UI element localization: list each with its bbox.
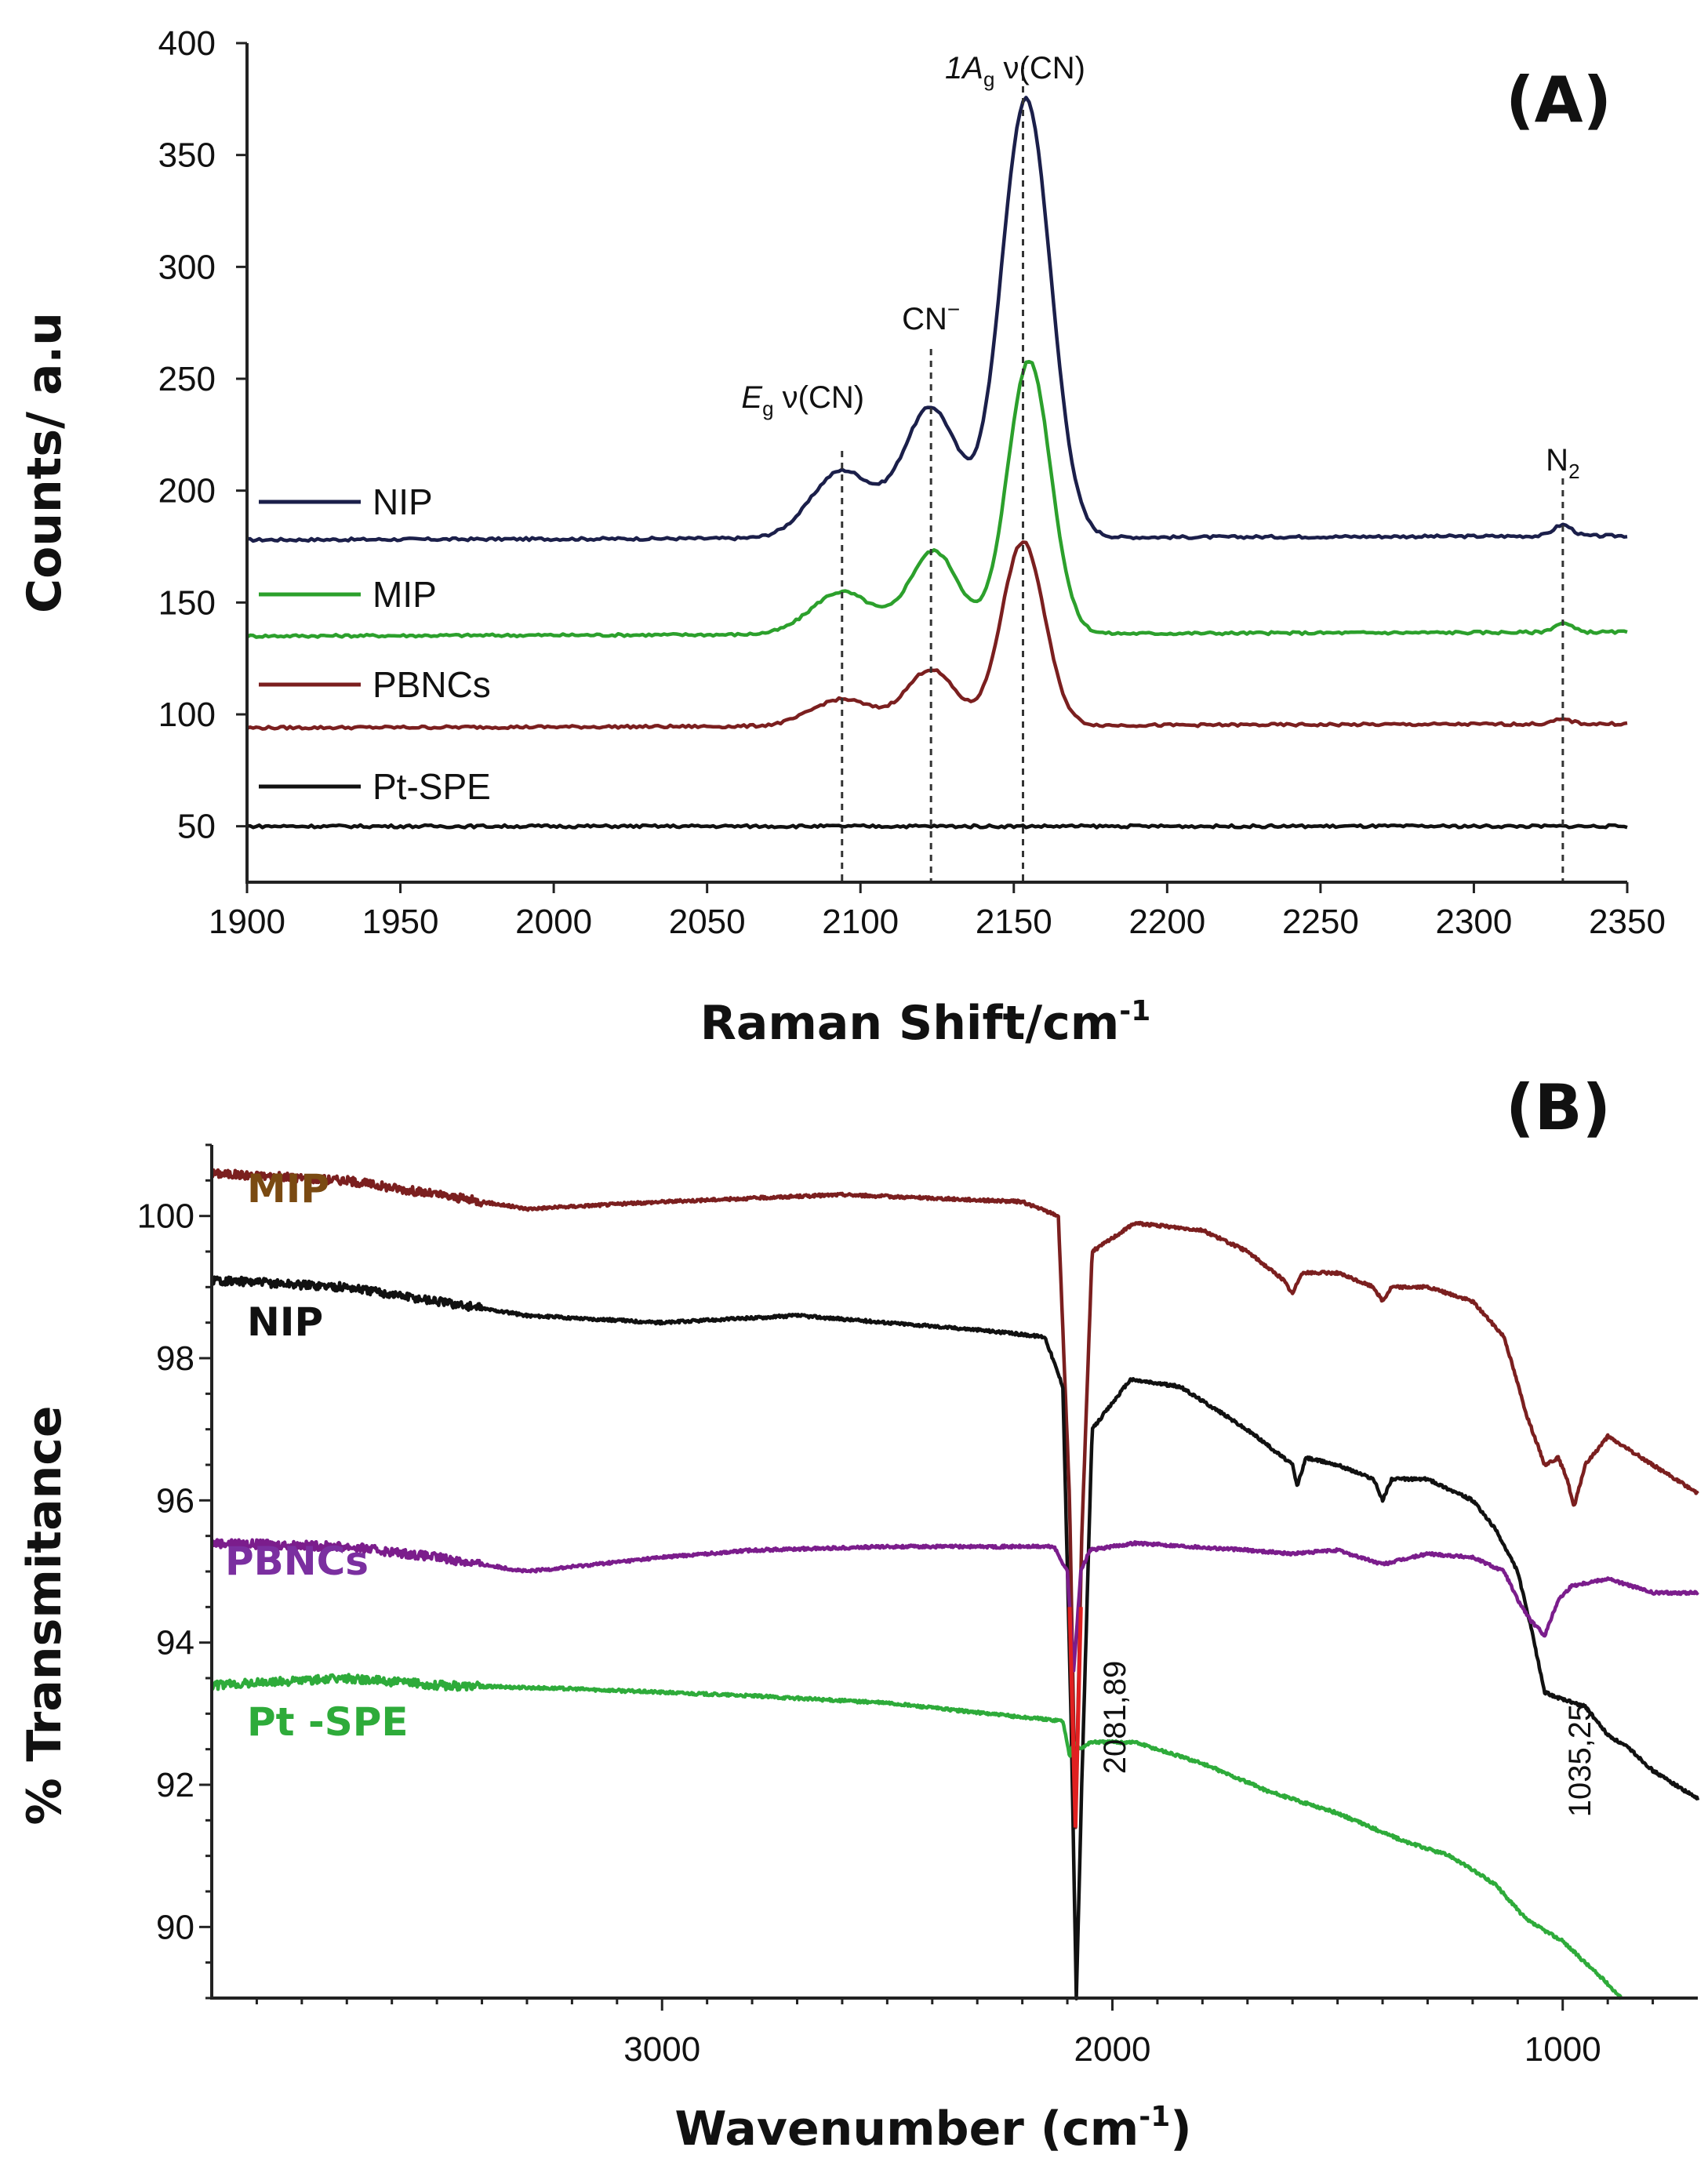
b-y-tick-label-98: 98 xyxy=(156,1339,194,1378)
b-y-tick-label-94: 94 xyxy=(156,1624,194,1662)
b-annotation-1: 1035,25 xyxy=(1563,1704,1597,1818)
x-tick-label-2000: 2000 xyxy=(515,903,592,941)
b-y-tick-label-96: 96 xyxy=(156,1481,194,1520)
b-x-tick-label-1000: 1000 xyxy=(1524,2030,1601,2069)
y-tick-label-200: 200 xyxy=(158,472,216,510)
annotation-3: N2 xyxy=(1546,443,1579,483)
annotation-2: 1Ag ν(CN) xyxy=(945,51,1085,91)
x-tick-label-2050: 2050 xyxy=(669,903,746,941)
panel-b-y-axis-title: % Transmitance xyxy=(17,1405,72,1825)
b-series-label-pbncs: PBNCs xyxy=(225,1539,369,1584)
b-y-tick-label-92: 92 xyxy=(156,1766,194,1804)
b-annotation-0: 2081,89 xyxy=(1098,1661,1132,1775)
panel-b-series-labels: MIP NIP PBNCs Pt -SPE xyxy=(225,1166,409,1745)
panel-a-guides xyxy=(841,63,1564,882)
panel-a-annotations: Eg ν(CN) CN− 1Ag ν(CN) N2 xyxy=(741,51,1579,483)
panel-b-label: (B) xyxy=(1506,1071,1611,1144)
x-tick-label-2100: 2100 xyxy=(822,903,899,941)
y-tick-label-50: 50 xyxy=(177,808,216,846)
x-tick-label-1950: 1950 xyxy=(362,903,439,941)
panel-a-label: (A) xyxy=(1506,64,1612,136)
panel-a-x-ticks: 1900 1950 2000 2050 2100 2150 2200 2250 2300 2350 xyxy=(209,882,1666,941)
b-series-label-nip: NIP xyxy=(247,1299,323,1345)
b-x-tick-label-3000: 3000 xyxy=(623,2030,700,2069)
panel-b-x-ticks: 3000 2000 1000 xyxy=(255,1998,1655,2069)
panel-a-legend: NIP MIP PBNCs Pt-SPE xyxy=(259,481,491,807)
panel-a-x-axis-title: Raman Shift/cm-1 xyxy=(700,995,1151,1051)
series-line-mip xyxy=(245,359,1628,639)
panel-b-series xyxy=(209,1168,1700,2001)
panel-a-y-ticks: 50 100 150 200 250 300 350 400 xyxy=(158,24,247,846)
panel-a-axes xyxy=(245,43,1627,884)
b-x-tick-label-2000: 2000 xyxy=(1074,2030,1151,2069)
panel-a-y-axis-title: Counts/ a.u xyxy=(17,312,72,613)
series-line-pbncs xyxy=(246,540,1628,731)
y-tick-label-350: 350 xyxy=(158,136,216,175)
annotation-0: Eg ν(CN) xyxy=(741,380,864,420)
legend-label-pt-spe: Pt-SPE xyxy=(372,766,491,807)
panel-b-annotations: 2081,89 1035,25 xyxy=(1098,1661,1597,1818)
legend-label-mip: MIP xyxy=(372,574,437,615)
panel-b-y-ticks: 90 92 94 96 98 100 xyxy=(137,1143,212,2000)
b-series-line-mip xyxy=(210,1168,1699,1829)
b-series-label-mip: MIP xyxy=(247,1166,329,1212)
y-tick-label-250: 250 xyxy=(158,360,216,398)
b-series-line-pbncs xyxy=(209,1538,1699,1673)
legend-label-pbncs: PBNCs xyxy=(372,664,491,705)
y-tick-label-100: 100 xyxy=(158,696,216,734)
panel-b-x-axis-title: Wavenumber (cm-1) xyxy=(674,2101,1191,2156)
x-tick-label-2250: 2250 xyxy=(1282,903,1359,941)
legend-label-nip: NIP xyxy=(372,481,433,522)
b-y-tick-label-90: 90 xyxy=(156,1908,194,1946)
x-tick-label-2150: 2150 xyxy=(976,903,1052,941)
y-tick-label-400: 400 xyxy=(158,24,216,63)
x-tick-label-2350: 2350 xyxy=(1589,903,1666,941)
b-series-line-pt-spe xyxy=(209,1673,1623,2000)
y-tick-label-300: 300 xyxy=(158,248,216,286)
b-series-label-pt-spe: Pt -SPE xyxy=(247,1699,409,1745)
x-tick-label-1900: 1900 xyxy=(209,903,285,941)
panel-a: (A) Eg ν(CN) CN− 1Ag ν(CN) N2 NIP MIP PBNCs Pt… xyxy=(17,24,1666,1051)
annotation-1: CN− xyxy=(902,297,960,336)
x-tick-label-2200: 2200 xyxy=(1128,903,1205,941)
b-series-line-nip xyxy=(210,1275,1700,2001)
y-tick-label-150: 150 xyxy=(158,583,216,622)
b-peak-highlight xyxy=(1067,1607,1083,1828)
x-tick-label-2300: 2300 xyxy=(1435,903,1512,941)
panel-b: (B) MIP NIP PBNCs Pt -SPE 2081,89 1035,25 30… xyxy=(17,1071,1700,2156)
b-y-tick-label-100: 100 xyxy=(137,1197,194,1236)
panel-a-series xyxy=(245,96,1628,830)
series-line-nip xyxy=(246,96,1628,543)
series-line-pt-spe xyxy=(246,823,1628,830)
